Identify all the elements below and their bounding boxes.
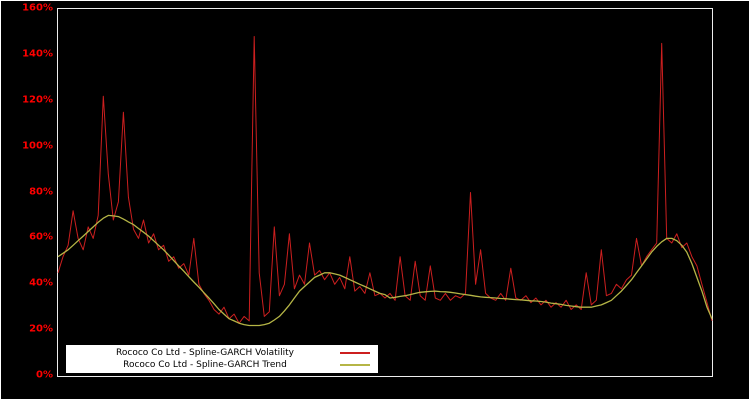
volatility-line <box>57 36 713 324</box>
legend-label-trend: Rococo Co Ltd - Spline-GARCH Trend <box>123 360 287 370</box>
y-tick-label: 160% <box>22 2 53 14</box>
y-tick-label: 20% <box>29 323 53 335</box>
volatility-chart <box>57 36 713 327</box>
y-tick-label: 140% <box>22 48 53 60</box>
y-tick-label: 100% <box>22 140 53 152</box>
y-tick-label: 120% <box>22 94 53 106</box>
trend-line <box>57 214 713 327</box>
trend-line-swatch <box>340 364 370 366</box>
volatility-line-swatch <box>340 352 370 354</box>
y-axis: 0% 20% 40% 60% 80% 100% 120% 140% 160% <box>12 0 53 400</box>
plot-area: Rococo Co Ltd - Spline-GARCH Volatility … <box>57 8 713 377</box>
legend-item-volatility: Rococo Co Ltd - Spline-GARCH Volatility <box>74 347 370 359</box>
legend-label-volatility: Rococo Co Ltd - Spline-GARCH Volatility <box>116 348 294 358</box>
y-tick-label: 40% <box>29 277 53 289</box>
y-tick-label: 60% <box>29 231 53 243</box>
y-tick-label: 0% <box>36 369 53 381</box>
legend-item-trend: Rococo Co Ltd - Spline-GARCH Trend <box>74 359 370 371</box>
chart-legend: Rococo Co Ltd - Spline-GARCH Volatility … <box>66 345 378 373</box>
y-tick-label: 80% <box>29 186 53 197</box>
